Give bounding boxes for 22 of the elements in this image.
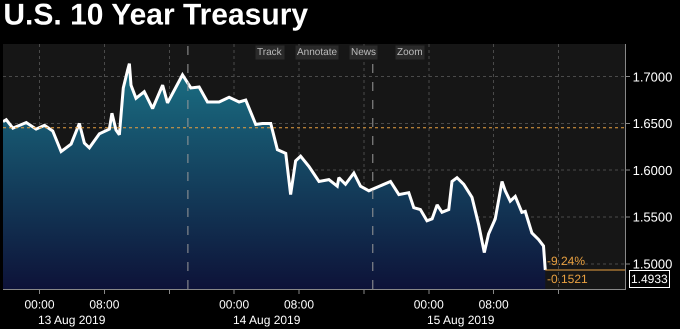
- annotation: Track: [257, 47, 283, 58]
- annotation: -9.24%: [547, 254, 586, 268]
- x-tick-label: 08:00: [284, 297, 314, 312]
- x-tick-label: 00:00: [219, 297, 250, 312]
- annotation: -0.1521: [547, 272, 588, 286]
- chart-title: U.S. 10 Year Treasury: [3, 0, 308, 32]
- annotation: News: [351, 47, 376, 58]
- annotation: 1.4933: [631, 272, 668, 286]
- annotation: Zoom: [397, 47, 423, 58]
- y-tick-label: 1.6500: [632, 116, 672, 132]
- x-tick-label: 00:00: [24, 297, 55, 312]
- x-tick-label: 08:00: [478, 297, 509, 312]
- y-tick-label: 1.5000: [632, 256, 672, 272]
- x-tick-label: 00:00: [414, 297, 444, 312]
- annotation: Annotate: [297, 47, 338, 58]
- y-tick-label: 1.6000: [632, 162, 672, 178]
- text: 14 Aug 2019: [233, 313, 301, 327]
- text: 13 Aug 2019: [38, 313, 106, 327]
- y-tick-label: 1.5500: [632, 210, 672, 225]
- y-tick-label: 1.7000: [632, 69, 672, 84]
- x-tick-label: 08:00: [89, 297, 120, 312]
- text: 15 Aug 2019: [427, 313, 495, 327]
